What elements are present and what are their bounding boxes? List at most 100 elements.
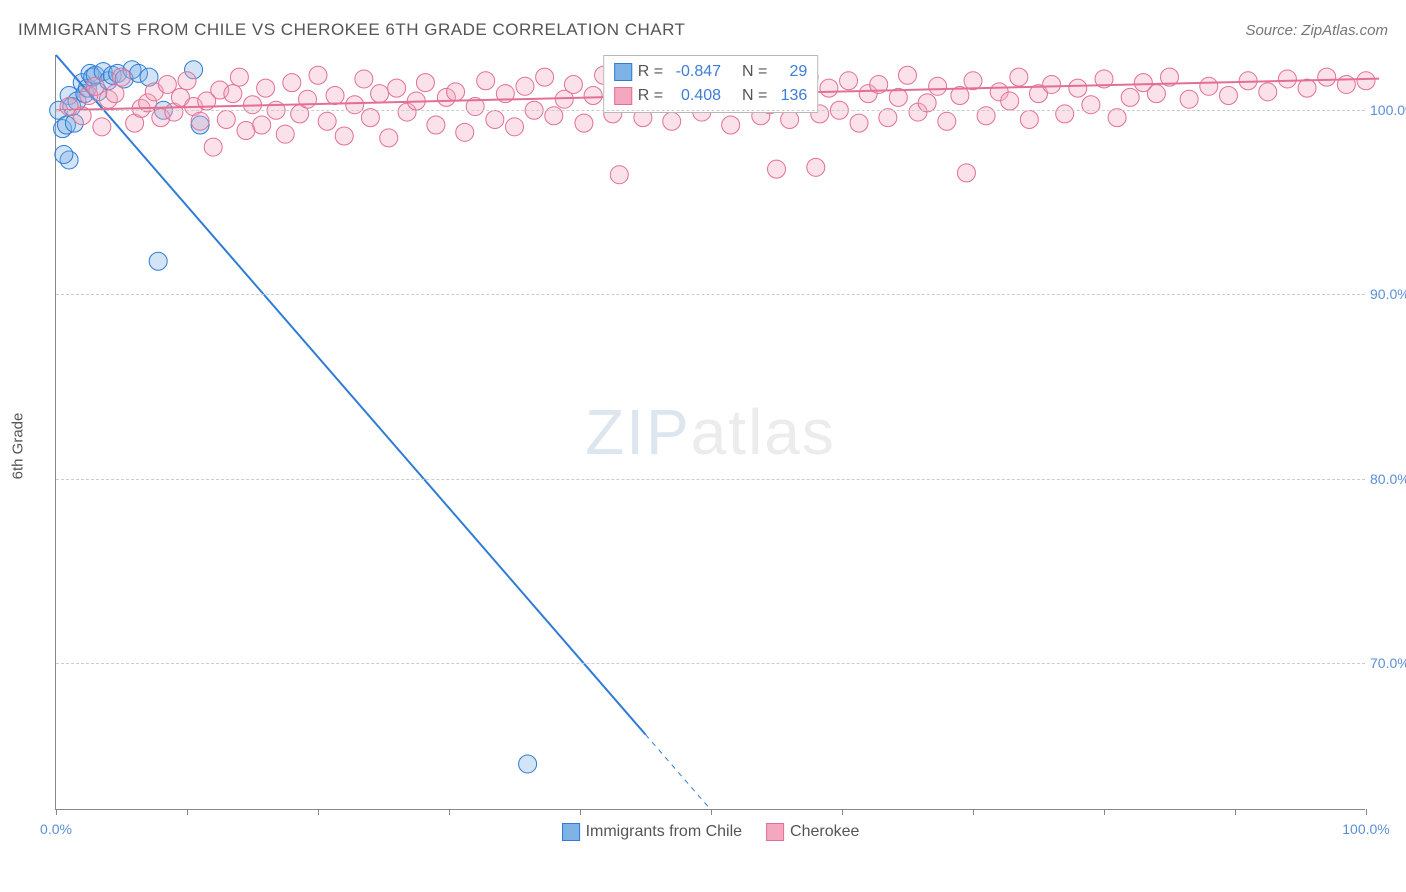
data-point	[149, 252, 167, 270]
data-point	[938, 112, 956, 130]
legend-row: R =-0.847 N =29	[614, 60, 808, 84]
legend-r-value: 0.408	[669, 84, 721, 108]
data-point	[1337, 75, 1355, 93]
x-legend-item: Immigrants from Chile	[562, 823, 742, 841]
legend-r-value: -0.847	[669, 60, 721, 84]
x-tick-mark	[1366, 809, 1367, 815]
legend-swatch	[562, 823, 580, 841]
data-point	[506, 118, 524, 136]
x-tick-mark	[973, 809, 974, 815]
data-point	[477, 72, 495, 90]
data-point	[106, 85, 124, 103]
source-attribution: Source: ZipAtlas.com	[1245, 22, 1388, 39]
x-tick-mark	[318, 809, 319, 815]
data-point	[326, 87, 344, 105]
legend-n-value: 29	[773, 60, 807, 84]
x-legend-label: Immigrants from Chile	[586, 823, 742, 841]
trend-line-extrapolated	[646, 735, 712, 811]
data-point	[1121, 88, 1139, 106]
data-point	[929, 77, 947, 95]
chart-plot-area: ZIPatlas R =-0.847 N =29R =0.408 N =136 …	[55, 55, 1365, 810]
x-legend-label: Cherokee	[790, 823, 859, 841]
legend-n-value: 136	[773, 84, 807, 108]
data-point	[584, 87, 602, 105]
data-point	[516, 77, 534, 95]
data-point	[113, 68, 131, 86]
legend-swatch	[614, 63, 632, 81]
gridline-h	[56, 479, 1365, 480]
legend-swatch	[766, 823, 784, 841]
data-point	[283, 74, 301, 92]
data-point	[1069, 79, 1087, 97]
data-point	[1200, 77, 1218, 95]
data-point	[850, 114, 868, 132]
legend-row: R =0.408 N =136	[614, 84, 808, 108]
data-point	[807, 158, 825, 176]
data-point	[318, 112, 336, 130]
gridline-h	[56, 663, 1365, 664]
data-point	[224, 85, 242, 103]
gridline-h	[56, 110, 1365, 111]
x-tick-label: 0.0%	[40, 821, 72, 837]
data-point	[335, 127, 353, 145]
y-axis-title: 6th Grade	[10, 413, 27, 480]
data-point	[964, 72, 982, 90]
x-tick-label: 100.0%	[1342, 821, 1389, 837]
data-point	[380, 129, 398, 147]
x-tick-mark	[1104, 809, 1105, 815]
data-point	[456, 123, 474, 141]
data-point	[1043, 75, 1061, 93]
title-bar: IMMIGRANTS FROM CHILE VS CHEROKEE 6TH GR…	[18, 18, 1388, 42]
data-point	[217, 110, 235, 128]
data-point	[663, 112, 681, 130]
data-point	[879, 109, 897, 127]
x-tick-mark	[449, 809, 450, 815]
data-point	[1147, 85, 1165, 103]
chart-title: IMMIGRANTS FROM CHILE VS CHEROKEE 6TH GR…	[18, 20, 685, 40]
data-point	[447, 83, 465, 101]
data-point	[768, 160, 786, 178]
legend-r-label: R =	[638, 84, 663, 108]
data-point	[257, 79, 275, 97]
data-point	[957, 164, 975, 182]
trend-line	[56, 55, 646, 735]
y-tick-label: 90.0%	[1370, 286, 1406, 302]
data-point	[204, 138, 222, 156]
data-point	[722, 116, 740, 134]
x-tick-mark	[580, 809, 581, 815]
legend-n-label: N =	[742, 60, 767, 84]
x-tick-mark	[842, 809, 843, 815]
data-point	[299, 90, 317, 108]
legend-n-label: N =	[742, 84, 767, 108]
data-point	[564, 75, 582, 93]
data-point	[178, 72, 196, 90]
correlation-legend-box: R =-0.847 N =29R =0.408 N =136	[603, 55, 819, 113]
x-tick-mark	[711, 809, 712, 815]
data-point	[355, 70, 373, 88]
x-axis-legend: Immigrants from Chile Cherokee	[552, 823, 870, 841]
y-tick-label: 70.0%	[1370, 655, 1406, 671]
data-point	[536, 68, 554, 86]
data-point	[1010, 68, 1028, 86]
data-point	[388, 79, 406, 97]
chart-svg	[56, 55, 1365, 809]
x-tick-mark	[187, 809, 188, 815]
data-point	[361, 109, 379, 127]
data-point	[1180, 90, 1198, 108]
data-point	[253, 116, 271, 134]
data-point	[1108, 109, 1126, 127]
data-point	[1219, 87, 1237, 105]
data-point	[1056, 105, 1074, 123]
y-tick-label: 80.0%	[1370, 471, 1406, 487]
data-point	[918, 94, 936, 112]
x-legend-item: Cherokee	[766, 823, 859, 841]
data-point	[575, 114, 593, 132]
gridline-h	[56, 294, 1365, 295]
data-point	[820, 79, 838, 97]
data-point	[840, 72, 858, 90]
data-point	[55, 145, 73, 163]
data-point	[1318, 68, 1336, 86]
legend-swatch	[614, 87, 632, 105]
data-point	[1020, 110, 1038, 128]
data-point	[1278, 70, 1296, 88]
